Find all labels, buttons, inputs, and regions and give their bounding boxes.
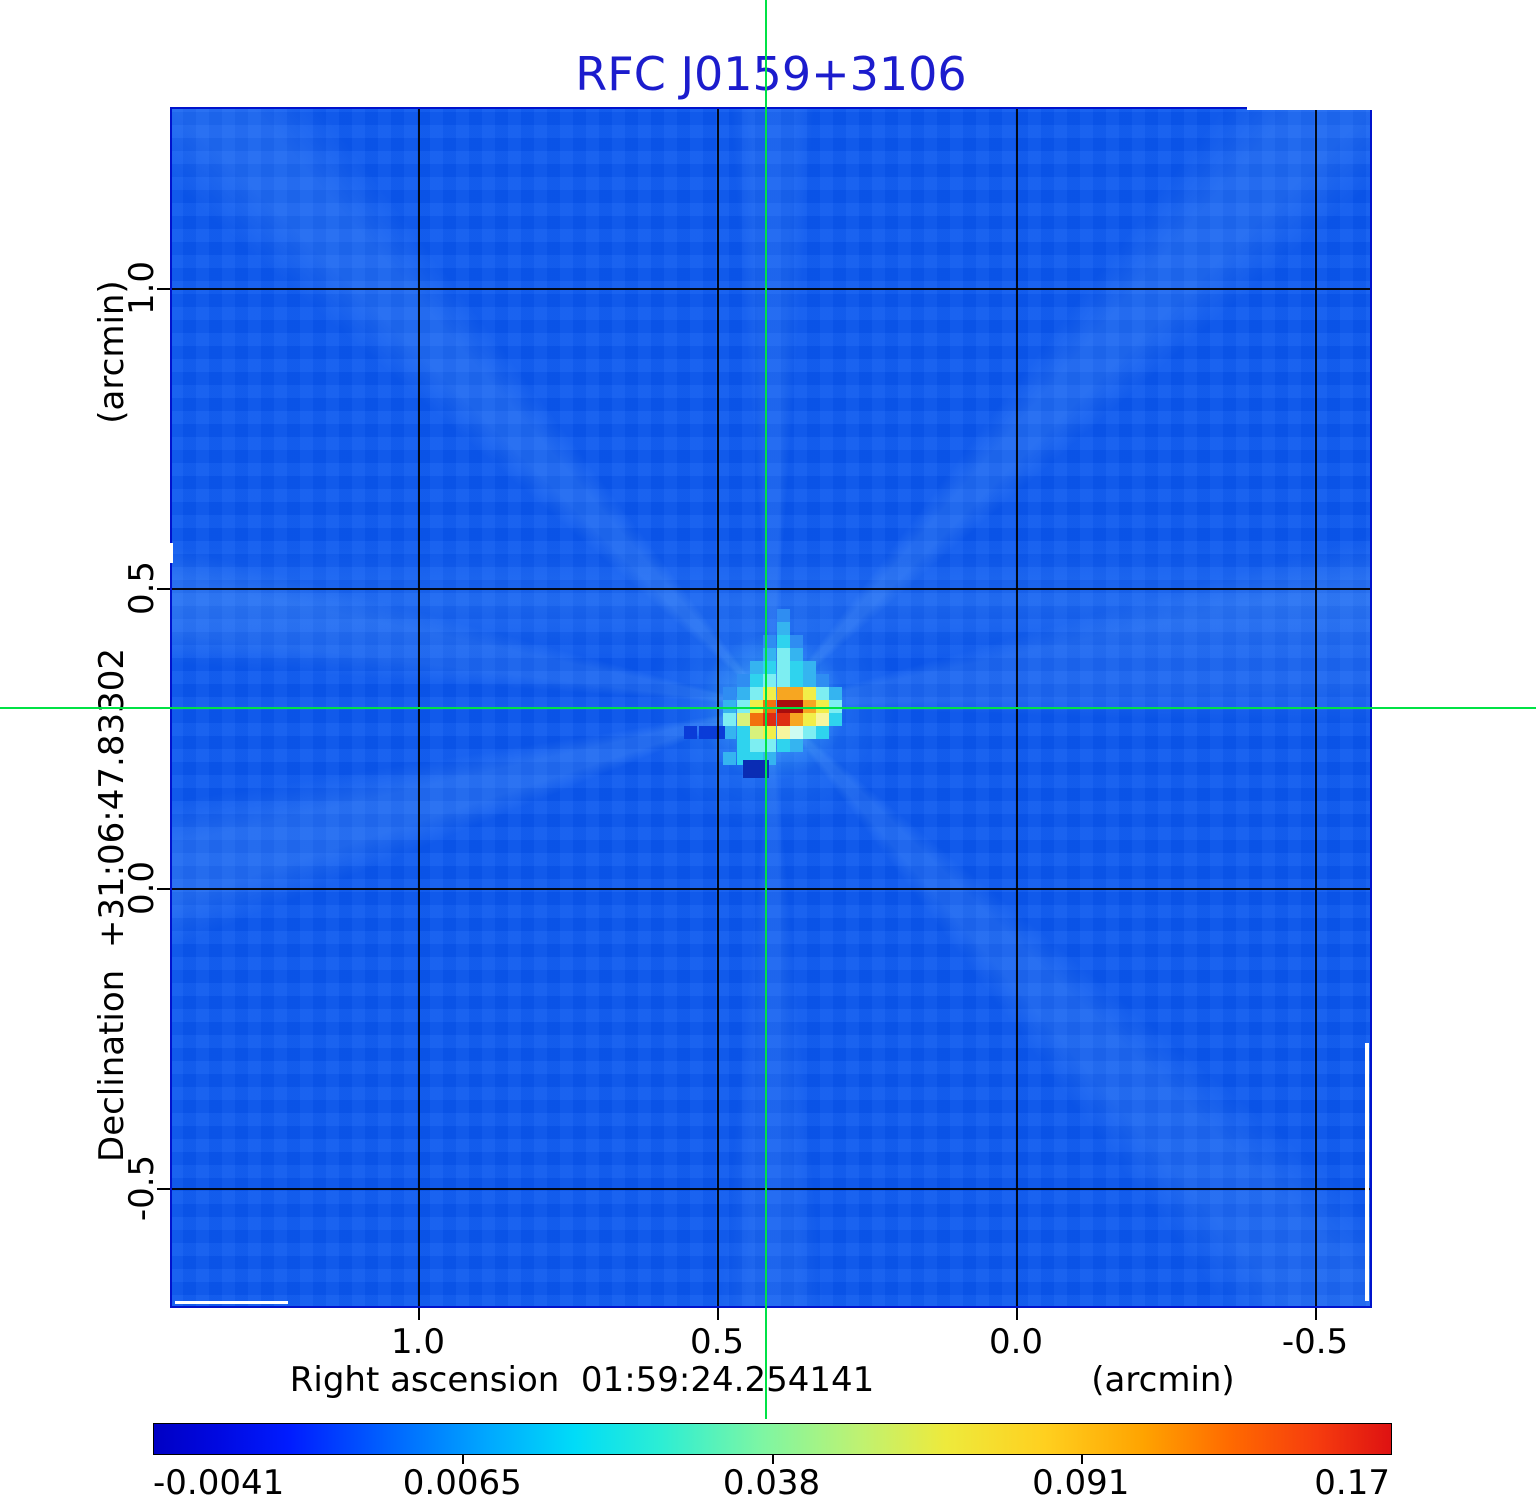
y-tick-label: 1.0: [122, 260, 162, 316]
x-tick-label: -0.5: [1281, 1322, 1349, 1362]
source-pixel: [816, 674, 829, 687]
source-pixel: [777, 726, 790, 739]
colorbar-tick-label: 0.17: [1314, 1463, 1390, 1503]
source-pixel: [803, 674, 816, 687]
source-pixel: [790, 635, 803, 648]
source-pixel: [790, 726, 803, 739]
colorbar-gradient: [154, 1424, 1391, 1454]
source-pixel: [737, 674, 750, 687]
x-axis-unit-label: (arcmin): [1091, 1360, 1235, 1400]
source-pixel: [777, 739, 790, 752]
source-pixel: [829, 700, 842, 713]
edge-artifact-right: [1365, 1043, 1369, 1301]
source-pixel: [803, 726, 816, 739]
x-tick-label: 1.0: [390, 1322, 446, 1362]
axis-tick-left: [157, 1188, 170, 1190]
source-pixel: [737, 687, 750, 700]
source-pixel: [723, 700, 736, 713]
source-pixel: [750, 674, 763, 687]
source-pixel: [829, 713, 842, 726]
source-pixel: [712, 726, 725, 739]
source-pixel: [777, 674, 790, 687]
source-pixel: [743, 760, 769, 778]
source-pixel: [777, 648, 790, 661]
source-pixel: [803, 687, 816, 700]
source-pixel: [816, 687, 829, 700]
colorbar-tick: [1080, 1455, 1083, 1464]
source-pixel: [777, 700, 790, 713]
grid-line-horizontal: [170, 1188, 1372, 1190]
source-pixel: [750, 700, 763, 713]
source-pixel: [684, 726, 697, 739]
x-axis-label: Right ascension 01:59:24.254141: [289, 1360, 875, 1400]
source-pixel: [790, 674, 803, 687]
source-pixel: [777, 713, 790, 726]
colorbar-tick: [462, 1455, 465, 1464]
source-pixel: [723, 752, 736, 765]
source-pixel: [737, 713, 750, 726]
source-pixel: [777, 661, 790, 674]
source-pixel: [723, 726, 736, 739]
colorbar-tick-label: 0.038: [722, 1463, 821, 1503]
colorbar-tick-label: -0.0041: [153, 1463, 285, 1503]
source-pixel: [737, 739, 750, 752]
source-pixel: [790, 713, 803, 726]
x-tick-label: 0.0: [988, 1322, 1044, 1362]
axis-tick-bottom: [418, 1308, 420, 1320]
axis-tick-left: [157, 588, 170, 590]
y-tick-label: 0.0: [122, 860, 162, 916]
x-tick-label: 0.5: [689, 1322, 745, 1362]
source-pixel: [777, 622, 790, 635]
colorbar-tick: [771, 1455, 774, 1464]
axis-tick-left: [157, 288, 170, 290]
source-pixel: [790, 648, 803, 661]
axis-tick-bottom: [1315, 1308, 1317, 1320]
source-pixel: [723, 687, 736, 700]
y-tick-label: 0.5: [122, 560, 162, 616]
colorbar: [153, 1423, 1392, 1455]
source-layer: [170, 107, 1372, 1308]
source-pixel: [790, 661, 803, 674]
source-pixel: [803, 700, 816, 713]
axis-tick-bottom: [1016, 1308, 1018, 1320]
source-pixel: [750, 739, 763, 752]
source-pixel: [829, 687, 842, 700]
source-pixel: [750, 713, 763, 726]
figure-title: RFC J0159+3106: [575, 47, 967, 101]
source-pixel: [777, 687, 790, 700]
crosshair-horizontal: [0, 707, 1536, 709]
source-pixel: [803, 713, 816, 726]
source-pixel: [777, 609, 790, 622]
source-pixel: [777, 635, 790, 648]
colorbar-tick-label: 0.0065: [402, 1463, 522, 1503]
axis-tick-bottom: [717, 1308, 719, 1320]
grid-line-horizontal: [170, 288, 1372, 290]
source-pixel: [750, 661, 763, 674]
source-pixel: [699, 726, 712, 739]
source-pixel: [803, 661, 816, 674]
edge-artifact-left: [170, 543, 173, 563]
source-pixel: [737, 726, 750, 739]
source-pixel: [816, 713, 829, 726]
source-pixel: [723, 713, 736, 726]
source-pixel: [816, 700, 829, 713]
source-pixel: [790, 739, 803, 752]
source-pixel: [750, 687, 763, 700]
axis-tick-left: [157, 888, 170, 890]
edge-artifact-bottom-left: [175, 1301, 288, 1304]
crosshair-vertical: [765, 0, 768, 1419]
edge-artifact-top-right: [1247, 107, 1372, 110]
source-pixel: [816, 726, 829, 739]
source-pixel: [750, 726, 763, 739]
grid-line-horizontal: [170, 588, 1372, 590]
y-tick-label: -0.5: [122, 1154, 162, 1222]
colorbar-tick-label: 0.091: [1032, 1463, 1130, 1503]
source-pixel: [790, 700, 803, 713]
grid-line-horizontal: [170, 888, 1372, 890]
source-pixel: [737, 700, 750, 713]
source-pixel: [790, 687, 803, 700]
